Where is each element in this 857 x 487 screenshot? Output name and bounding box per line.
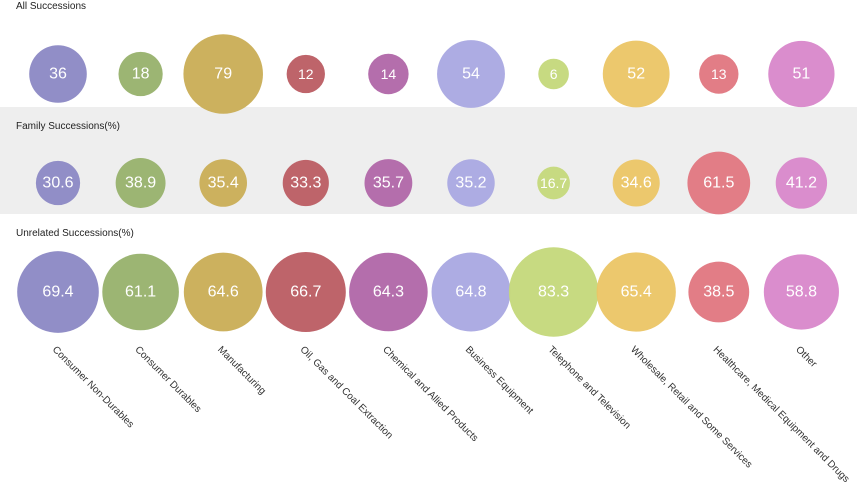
bubble-label-family-7: 34.6 [621, 175, 652, 192]
bubble-family-1 [115, 158, 166, 208]
bubble-unrelated-0 [17, 251, 99, 333]
bubble-label-family-0: 30.6 [42, 175, 73, 192]
bubble-label-family-2: 35.4 [208, 175, 239, 192]
bubble-all-5 [437, 40, 505, 108]
bubble-unrelated-4 [349, 252, 428, 332]
bubbles-group: 36 18 79 12 14 54 6 52 13 51 30.6 38.9 35.4 33.3 35.7 3… [17, 34, 839, 337]
bubble-family-3 [282, 159, 329, 207]
bubble-label-family-3: 33.3 [290, 175, 321, 192]
bubble-all-8 [699, 54, 739, 94]
bubble-label-all-4: 14 [381, 66, 397, 82]
category-label-3: Oil, Gas and Coal Extraction [298, 344, 395, 441]
bubble-unrelated-1 [102, 253, 179, 331]
bubble-unrelated-7 [596, 252, 676, 332]
category-label-9: Other [793, 344, 819, 370]
bubble-all-7 [602, 40, 670, 108]
bubble-label-family-9: 41.2 [786, 175, 817, 192]
category-label-4: Chemical and Allied Products [380, 344, 480, 444]
bubble-label-unrelated-0: 69.4 [42, 284, 73, 301]
bubble-label-unrelated-6: 83.3 [538, 284, 569, 301]
bubble-label-unrelated-5: 64.8 [455, 284, 486, 301]
bubble-label-all-2: 79 [214, 66, 232, 83]
bubble-label-family-6: 16.7 [540, 175, 567, 191]
bubble-label-all-5: 54 [462, 66, 480, 83]
category-label-8: Healthcare, Medical Equipment and Drugs [711, 344, 852, 485]
bubble-family-8 [687, 151, 751, 215]
bubble-label-all-0: 36 [49, 66, 67, 83]
bubble-all-6 [538, 58, 569, 90]
category-label-0: Consumer Non-Durables [50, 344, 136, 430]
bubble-label-family-1: 38.9 [125, 175, 156, 192]
bubble-family-6 [537, 166, 570, 200]
bubble-label-all-6: 6 [550, 66, 558, 82]
bubble-label-all-7: 52 [627, 66, 645, 83]
bubble-all-4 [368, 53, 409, 95]
bubble-label-family-5: 35.2 [455, 175, 486, 192]
bubble-label-unrelated-7: 65.4 [621, 284, 652, 301]
bubble-family-4 [364, 159, 413, 207]
row-title-unrelated: Unrelated Successions(%) [16, 228, 134, 239]
row-title-family: Family Successions(%) [16, 121, 120, 132]
bubble-label-family-4: 35.7 [373, 175, 404, 192]
bubble-all-1 [118, 51, 163, 97]
bubble-label-unrelated-8: 38.5 [703, 284, 734, 301]
bubble-label-all-8: 13 [711, 66, 727, 82]
bubble-label-unrelated-4: 64.3 [373, 284, 404, 301]
bubble-label-unrelated-1: 61.1 [125, 284, 156, 301]
bubble-label-unrelated-2: 64.6 [208, 284, 239, 301]
row-title-all: All Successions [16, 1, 86, 12]
bubble-label-all-1: 18 [132, 66, 150, 83]
bubble-unrelated-5 [431, 252, 511, 332]
bubble-all-9 [768, 40, 835, 108]
bubble-unrelated-3 [265, 251, 346, 333]
bubble-unrelated-2 [183, 252, 263, 332]
category-label-6: Telephone and Television [545, 344, 632, 431]
bubble-label-all-9: 51 [793, 66, 811, 83]
bubble-label-unrelated-9: 58.8 [786, 284, 817, 301]
bubble-all-3 [286, 54, 325, 94]
bubble-family-7 [612, 159, 660, 207]
bubble-label-all-3: 12 [298, 66, 314, 82]
category-label-1: Consumer Durables [132, 344, 203, 415]
bubble-unrelated-8 [688, 261, 750, 323]
bubble-all-0 [29, 45, 87, 103]
bubble-family-5 [447, 159, 495, 207]
bubble-family-9 [775, 157, 828, 209]
bubble-family-2 [199, 159, 247, 207]
category-label-2: Manufacturing [215, 344, 268, 397]
bubble-all-2 [183, 34, 263, 114]
bubble-unrelated-6 [508, 247, 599, 337]
bubble-label-unrelated-3: 66.7 [290, 284, 321, 301]
bubble-unrelated-9 [763, 254, 839, 330]
bubble-label-family-8: 61.5 [703, 175, 734, 192]
bubble-family-0 [35, 160, 81, 206]
category-label-5: Business Equipment [463, 344, 535, 416]
